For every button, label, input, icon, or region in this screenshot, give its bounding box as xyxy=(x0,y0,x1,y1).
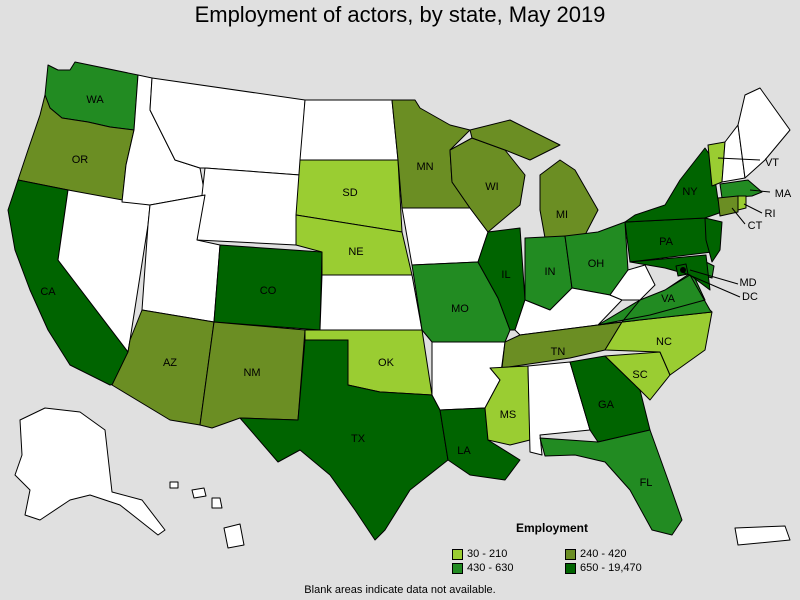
state-wy xyxy=(196,167,301,246)
state-label-ri: RI xyxy=(765,208,776,220)
state-sc xyxy=(604,351,671,401)
state-ct xyxy=(717,195,739,217)
state-label-nm: NM xyxy=(243,367,260,379)
state-label-mo: MO xyxy=(451,303,469,315)
state-label-in: IN xyxy=(545,266,556,278)
state-label-pa: PA xyxy=(659,236,674,248)
state-label-sc: SC xyxy=(632,369,647,381)
state-me xyxy=(737,87,791,179)
state-label-co: CO xyxy=(260,285,277,297)
state-label-mn: MN xyxy=(416,161,433,173)
legend-label-3: 650 - 19,470 xyxy=(580,562,642,574)
state-wv xyxy=(609,264,656,301)
state-label-tn: TN xyxy=(551,346,566,358)
state-label-ct: CT xyxy=(748,220,763,232)
state-nj xyxy=(704,217,723,263)
state-label-ok: OK xyxy=(378,357,395,369)
legend-swatch-3 xyxy=(565,562,576,574)
state-ma xyxy=(719,179,763,199)
legend-item-0: 30 - 210 xyxy=(452,548,507,560)
state-label-tx: TX xyxy=(351,433,366,445)
legend-label-1: 240 - 420 xyxy=(580,548,627,560)
map-title: Employment of actors, by state, May 2019 xyxy=(194,2,606,27)
footnote: Blank areas indicate data not available. xyxy=(304,584,496,596)
state-ks xyxy=(319,274,423,331)
state-pr xyxy=(734,525,791,546)
state-label-nc: NC xyxy=(656,336,672,348)
state-mi xyxy=(469,119,599,239)
state-label-dc: DC xyxy=(742,291,758,303)
state-ny xyxy=(624,147,723,223)
legend-item-3: 650 - 19,470 xyxy=(565,562,642,574)
state-label-ne: NE xyxy=(348,246,363,258)
state-label-il: IL xyxy=(501,269,510,281)
state-label-ms: MS xyxy=(500,409,517,421)
state-label-wa: WA xyxy=(86,94,104,106)
state-nd xyxy=(299,99,399,161)
state-label-wi: WI xyxy=(485,181,498,193)
state-ia xyxy=(401,207,489,266)
state-label-ga: GA xyxy=(598,399,615,411)
state-label-az: AZ xyxy=(163,357,177,369)
state-ak xyxy=(14,407,166,536)
dc-marker xyxy=(680,267,686,273)
legend-item-2: 430 - 630 xyxy=(452,562,513,574)
legend-label-2: 430 - 630 xyxy=(467,562,514,574)
state-label-or: OR xyxy=(72,154,89,166)
state-label-sd: SD xyxy=(342,187,357,199)
state-md xyxy=(629,254,711,291)
state-label-va: VA xyxy=(661,293,676,305)
legend-item-1: 240 - 420 xyxy=(565,548,626,560)
state-label-fl: FL xyxy=(640,477,653,489)
legend-title: Employment xyxy=(516,521,589,535)
state-hi xyxy=(169,481,245,549)
state-label-la: LA xyxy=(457,445,471,457)
state-ri xyxy=(737,195,747,211)
legend-swatch-2 xyxy=(452,562,463,574)
state-label-ca: CA xyxy=(40,286,56,298)
state-fl xyxy=(539,429,683,536)
callout-lines xyxy=(681,157,771,298)
state-label-oh: OH xyxy=(588,258,605,270)
state-tx xyxy=(239,339,449,541)
legend-swatch-1 xyxy=(565,548,576,560)
legend-label-0: 30 - 210 xyxy=(467,548,508,560)
state-label-vt: VT xyxy=(765,157,779,169)
legend-swatch-0 xyxy=(452,548,463,560)
state-label-ma: MA xyxy=(775,188,792,200)
state-label-ny: NY xyxy=(682,186,698,198)
state-label-mi: MI xyxy=(556,209,568,221)
state-label-md: MD xyxy=(739,277,756,289)
state-il xyxy=(477,227,526,331)
